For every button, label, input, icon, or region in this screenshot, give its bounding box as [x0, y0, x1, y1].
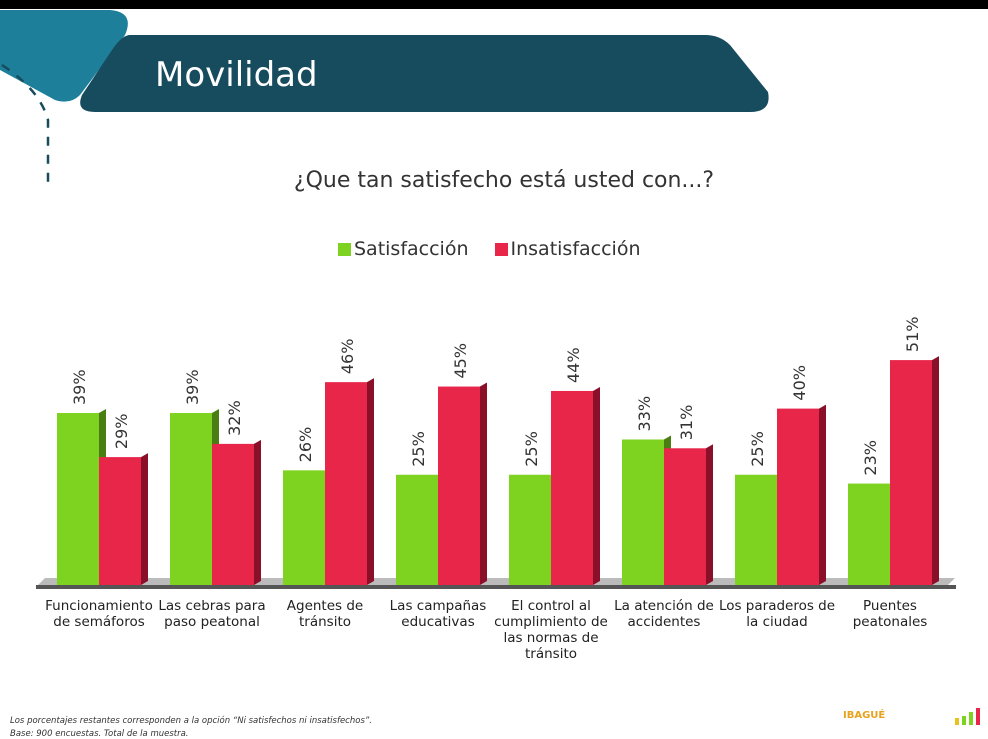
- data-label: 31%: [677, 405, 696, 441]
- data-label: 33%: [635, 396, 654, 432]
- bar-satisfaccion: [170, 413, 212, 585]
- bar-satisfaccion: [735, 474, 777, 585]
- bar-insatisfaccion: [325, 382, 367, 585]
- bar-satisfaccion: [283, 470, 325, 585]
- bar-insatisfaccion: [438, 386, 480, 585]
- data-label: 32%: [225, 400, 244, 436]
- legend-label: Satisfacción: [354, 238, 469, 260]
- corner-shape: [0, 10, 128, 102]
- category-label: Funcionamiento de semáforos: [45, 598, 153, 630]
- data-label: 39%: [183, 369, 202, 405]
- bar-side: [819, 404, 826, 585]
- bar-chart: 39% 29% 39% 32% 26% 46% 25% 45% 25% 44% 33% 31% 25% 4…: [36, 317, 956, 589]
- data-label: 23%: [861, 440, 880, 476]
- category-label: Agentes de tránsito: [286, 598, 364, 630]
- bar-side: [480, 382, 487, 585]
- data-label: 25%: [409, 431, 428, 467]
- bar-satisfaccion: [396, 474, 438, 585]
- bar-insatisfaccion: [99, 457, 141, 585]
- data-label: 25%: [748, 431, 767, 467]
- bar-side: [932, 356, 939, 585]
- legend-label: Insatisfacción: [510, 238, 641, 260]
- data-label: 45%: [451, 343, 470, 379]
- data-label: 40%: [790, 365, 809, 401]
- legend-swatch: [494, 242, 508, 256]
- legend-satisfaccion: Satisfacción: [338, 238, 469, 260]
- bar-insatisfaccion: [212, 443, 254, 585]
- bar-side: [254, 439, 261, 585]
- bars-logo-icon: [955, 708, 980, 725]
- bar-satisfaccion: [848, 483, 890, 585]
- chart-baseline: [36, 585, 956, 589]
- data-label: 44%: [564, 347, 583, 383]
- bar-insatisfaccion: [890, 360, 932, 585]
- bar-satisfaccion: [57, 413, 99, 585]
- bar-side: [593, 386, 600, 585]
- chart-floor: [38, 578, 955, 585]
- data-label: 25%: [522, 431, 541, 467]
- bar-side: [706, 444, 713, 585]
- category-label: Las campañas educativas: [389, 598, 487, 630]
- bar-insatisfaccion: [777, 408, 819, 585]
- data-label: 29%: [112, 414, 131, 450]
- bar-side: [367, 378, 374, 585]
- data-label: 46%: [338, 339, 357, 375]
- legend-insatisfaccion: Insatisfacción: [494, 238, 641, 260]
- top-bar: [0, 0, 988, 9]
- category-label: Las cebras para paso peatonal: [158, 598, 266, 630]
- data-label: 26%: [296, 427, 315, 463]
- bar-satisfaccion: [622, 439, 664, 585]
- dashed-curve: [1, 63, 50, 185]
- legend: Satisfacción Insatisfacción: [338, 238, 641, 260]
- data-label: 39%: [70, 369, 89, 405]
- category-label: Puentes peatonales: [852, 598, 928, 630]
- bar-insatisfaccion: [664, 448, 706, 585]
- page-title: Movilidad: [155, 55, 318, 95]
- bar-satisfaccion: [509, 474, 551, 585]
- category-label: El control al cumplimiento de las normas…: [494, 598, 608, 662]
- ibague-logo: IBAGUÉ: [843, 710, 886, 721]
- data-label: 51%: [903, 317, 922, 353]
- footnote: Los porcentajes restantes corresponden a…: [10, 716, 372, 726]
- bar-insatisfaccion: [551, 390, 593, 585]
- legend-swatch: [338, 242, 351, 256]
- chart-question: ¿Que tan satisfecho está usted con...?: [293, 168, 715, 193]
- category-label: Los paraderos de la ciudad: [718, 598, 836, 630]
- title-banner: [80, 35, 769, 112]
- header-banner: [0, 10, 769, 185]
- footnote-base: Base: 900 encuestas. Total de la muestra…: [10, 729, 189, 739]
- category-label: La atención de accidentes: [614, 598, 714, 630]
- bar-side: [141, 453, 148, 585]
